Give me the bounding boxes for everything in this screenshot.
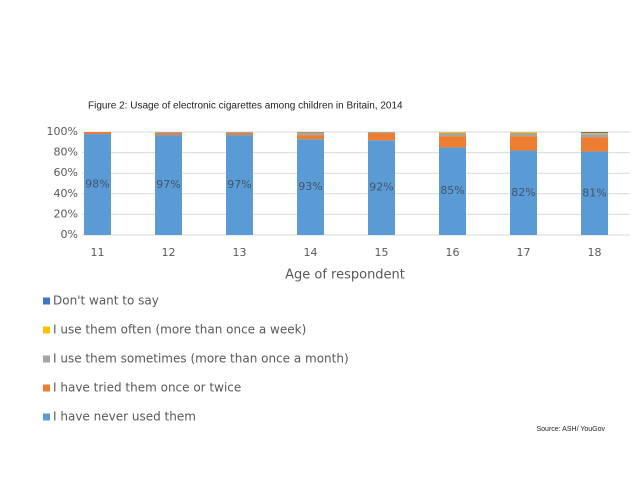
x-tick-label: 11 (91, 246, 105, 259)
bar-segment (297, 133, 324, 136)
source: Source: ASH/ YouGov (537, 426, 606, 433)
y-tick-label: 20% (54, 207, 78, 220)
bar-segment (581, 137, 608, 152)
x-tick-label: 15 (375, 246, 389, 259)
legend-label: I use them often (more than once a week) (53, 323, 306, 337)
bar-segment (368, 132, 395, 134)
bar-segment (155, 135, 182, 235)
bar-segment (581, 151, 608, 235)
bar-segment (368, 140, 395, 235)
data-label: 93% (298, 180, 322, 193)
data-label: 98% (85, 178, 109, 191)
chart-title: Figure 2: Usage of electronic cigarettes… (88, 101, 403, 112)
y-tick-label: 80% (54, 146, 78, 159)
y-tick-label: 60% (54, 166, 78, 179)
y-tick-label: 100% (47, 125, 78, 138)
bar-segment (439, 136, 466, 148)
bar-segment (297, 139, 324, 235)
legend-swatch (43, 413, 50, 421)
bar-segment (510, 133, 537, 137)
bar-segment (297, 135, 324, 140)
bar-segment (581, 132, 608, 134)
data-label: 81% (582, 186, 606, 199)
data-label: 85% (440, 184, 464, 197)
x-tick-label: 17 (517, 246, 531, 259)
x-tick-label: 14 (304, 246, 318, 259)
bar-segment (297, 132, 324, 133)
legend-swatch (43, 384, 50, 392)
bar-segment (226, 132, 253, 134)
bar-segment (226, 133, 253, 136)
bar-segment (439, 132, 466, 134)
bar-segment (297, 132, 324, 134)
data-label: 97% (156, 178, 180, 191)
bar-segment (226, 135, 253, 235)
x-tick-label: 18 (588, 246, 602, 259)
data-label: 92% (369, 181, 393, 194)
x-tick-label: 13 (233, 246, 247, 259)
y-tick-label: 0% (61, 228, 78, 241)
legend-swatch (43, 297, 50, 305)
x-tick-label: 12 (162, 246, 176, 259)
data-label: 82% (511, 186, 535, 199)
legend-swatch (43, 355, 50, 363)
legend-label: I have tried them once or twice (53, 381, 241, 395)
x-axis-title: Age of respondent (285, 268, 405, 283)
bar-segment (84, 132, 111, 135)
bar-segment (155, 132, 182, 134)
bar-segment (581, 134, 608, 138)
bar-segment (439, 147, 466, 235)
x-tick-label: 16 (446, 246, 460, 259)
legend-label: I use them sometimes (more than once a m… (53, 352, 349, 366)
bar-segment (84, 134, 111, 235)
bar-segment (581, 133, 608, 135)
bar-segment (368, 133, 395, 141)
bar-segment (510, 136, 537, 151)
y-tick-label: 40% (54, 187, 78, 200)
bar-segment (510, 132, 537, 134)
legend-swatch (43, 326, 50, 334)
legend-label: I have never used them (53, 410, 196, 424)
bar-segment (439, 133, 466, 137)
bar-segment (510, 150, 537, 235)
legend-label: Don't want to say (53, 294, 159, 308)
data-label: 97% (227, 178, 251, 191)
bar-segment (155, 133, 182, 136)
